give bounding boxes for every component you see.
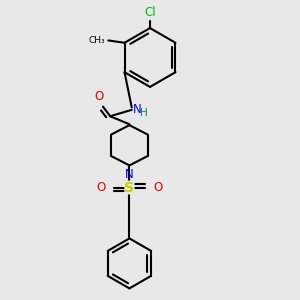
Text: N: N bbox=[133, 103, 142, 116]
Text: Cl: Cl bbox=[144, 6, 156, 19]
Text: O: O bbox=[94, 90, 104, 103]
Text: O: O bbox=[97, 181, 106, 194]
Text: CH₃: CH₃ bbox=[89, 36, 105, 45]
Text: H: H bbox=[140, 108, 148, 118]
Text: N: N bbox=[125, 168, 134, 181]
Text: S: S bbox=[124, 181, 134, 194]
Text: O: O bbox=[153, 181, 162, 194]
